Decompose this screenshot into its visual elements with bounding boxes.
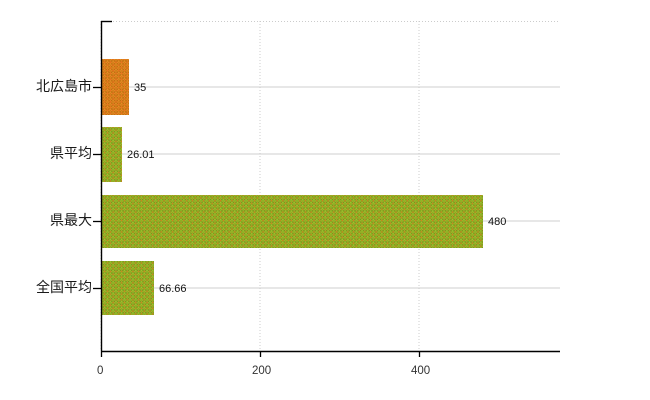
svg-text:全国平均: 全国平均 [36, 279, 92, 295]
svg-text:0: 0 [97, 365, 103, 377]
svg-text:北広島市: 北広島市 [36, 78, 92, 94]
svg-text:400: 400 [411, 365, 430, 377]
svg-text:県最大: 県最大 [50, 212, 92, 228]
svg-text:35: 35 [134, 82, 146, 94]
svg-text:480: 480 [488, 216, 506, 228]
svg-text:200: 200 [252, 365, 271, 377]
svg-text:26.01: 26.01 [127, 149, 155, 161]
svg-text:66.66: 66.66 [159, 283, 187, 295]
svg-text:県平均: 県平均 [50, 145, 92, 161]
